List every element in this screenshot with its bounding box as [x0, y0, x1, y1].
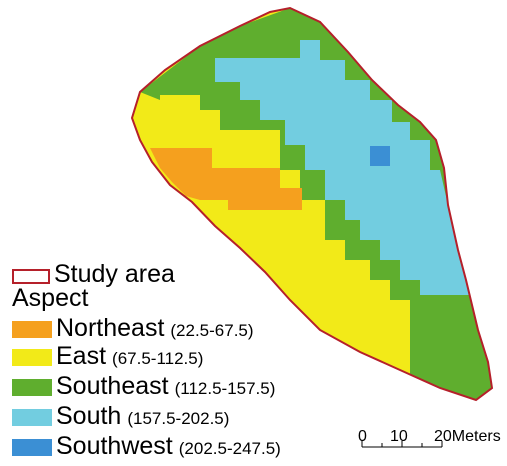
east-label: East [56, 342, 107, 370]
south-label: South [56, 402, 122, 430]
raster-southeast [140, 8, 492, 400]
study-area-swatch [12, 269, 50, 284]
northeast-range: (22.5-67.5) [170, 321, 254, 340]
study-area-boundary [130, 6, 494, 402]
southeast-label: Southeast [56, 372, 169, 400]
northeast-label: Northeast [56, 314, 165, 342]
study-area-label: Study area [54, 260, 175, 288]
scale-label-20-meters: 20Meters [434, 428, 501, 445]
raster-northeast [150, 148, 302, 210]
legend-heading: Aspect [12, 284, 89, 312]
south-swatch [12, 409, 52, 426]
southwest-swatch [12, 439, 52, 456]
scale-label-0: 0 [358, 428, 367, 445]
legend-study-area: Study area [12, 260, 175, 289]
southeast-swatch [12, 379, 52, 396]
southwest-range: (202.5-247.5) [178, 439, 281, 458]
northeast-swatch [12, 321, 52, 338]
legend-item-southwest: Southwest (202.5-247.5) [12, 432, 281, 461]
legend-item-south: South (157.5-202.5) [12, 402, 229, 431]
east-swatch [12, 349, 52, 366]
legend-item-southeast: Southeast (112.5-157.5) [12, 372, 275, 401]
east-range: (67.5-112.5) [112, 349, 204, 368]
south-range: (157.5-202.5) [127, 409, 230, 428]
raster-south [215, 40, 470, 295]
southeast-range: (112.5-157.5) [174, 379, 276, 398]
scale-label-10: 10 [390, 428, 408, 445]
raster-southwest [370, 146, 390, 166]
legend-item-northeast: Northeast (22.5-67.5) [12, 314, 254, 343]
scale-bar-graphic [361, 441, 443, 448]
southwest-label: Southwest [56, 432, 173, 460]
legend-item-east: East (67.5-112.5) [12, 342, 203, 371]
